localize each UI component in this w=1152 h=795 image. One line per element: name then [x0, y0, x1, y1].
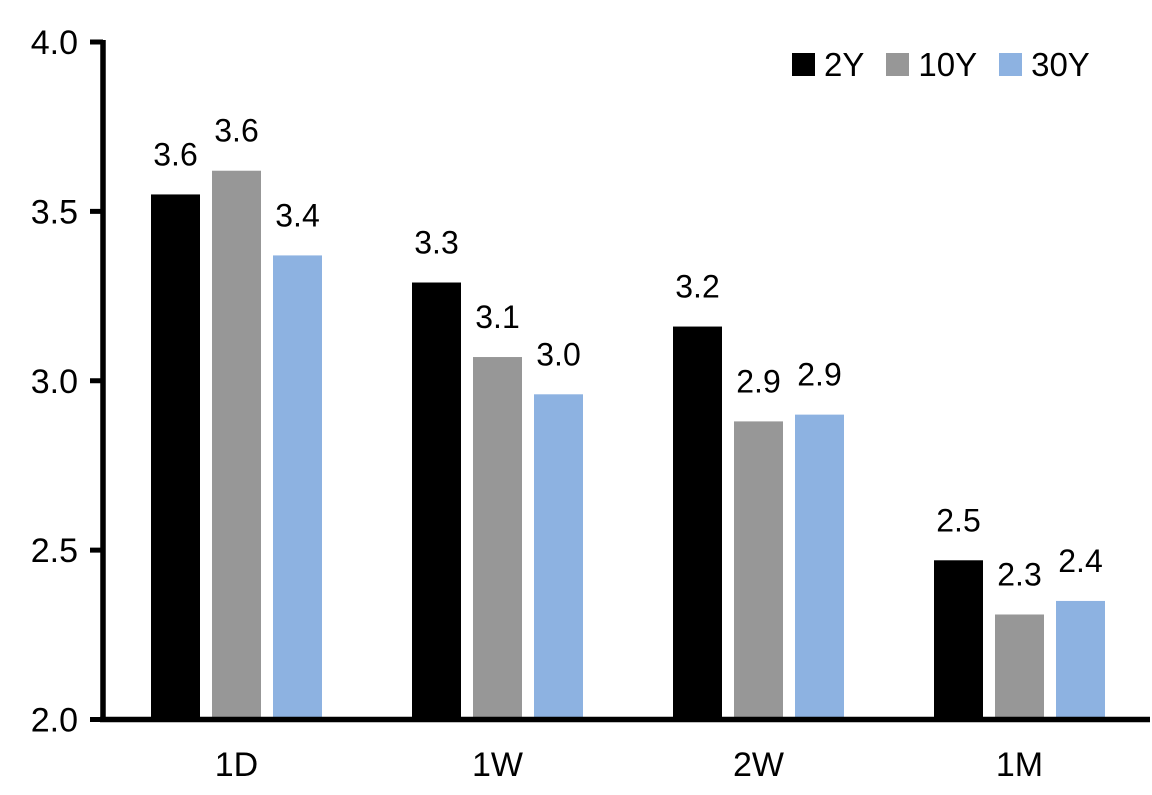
- legend-label: 10Y: [918, 46, 978, 83]
- data-label-10Y-2W: 2.9: [736, 363, 780, 399]
- legend-label: 30Y: [1031, 46, 1090, 83]
- y-tick-label: 3.0: [31, 363, 78, 401]
- data-label-2Y-1M: 2.5: [936, 502, 980, 538]
- bar-2Y-1M: [934, 560, 983, 720]
- bar-10Y-2W: [734, 421, 783, 720]
- x-category-label-1D: 1D: [215, 746, 258, 784]
- data-label-30Y-1W: 3.0: [536, 336, 580, 372]
- bar-30Y-1M: [1056, 600, 1105, 720]
- x-category-label-1M: 1M: [996, 746, 1043, 784]
- bar-10Y-1D: [212, 170, 261, 720]
- data-label-30Y-1M: 2.4: [1058, 543, 1102, 579]
- bar-10Y-1W: [473, 357, 522, 720]
- legend-item-30Y: 30Y: [999, 48, 1090, 81]
- bar-2Y-2W: [673, 326, 722, 720]
- bar-30Y-2W: [795, 414, 844, 720]
- x-category-label-1W: 1W: [472, 746, 523, 784]
- data-label-2Y-1W: 3.3: [414, 225, 458, 261]
- legend-swatch-2Y: [792, 53, 815, 76]
- bar-2Y-1W: [412, 282, 461, 720]
- data-label-10Y-1D: 3.6: [214, 113, 258, 149]
- bar-2Y-1D: [151, 194, 200, 720]
- bar-10Y-1M: [995, 614, 1044, 720]
- bar-30Y-1W: [534, 394, 583, 720]
- y-tick-label: 3.5: [31, 193, 78, 231]
- data-label-30Y-1D: 3.4: [275, 197, 319, 233]
- y-tick-label: 2.0: [31, 702, 78, 740]
- data-label-2Y-2W: 3.2: [675, 269, 719, 305]
- x-category-label-2W: 2W: [733, 746, 784, 784]
- data-label-2Y-1D: 3.6: [153, 136, 197, 172]
- legend-label: 2Y: [824, 46, 865, 83]
- data-label-30Y-2W: 2.9: [797, 357, 841, 393]
- y-tick-label: 4.0: [31, 24, 78, 62]
- legend-item-2Y: 2Y: [792, 48, 864, 81]
- data-label-10Y-1M: 2.3: [997, 556, 1041, 592]
- y-tick-label: 2.5: [31, 532, 78, 570]
- data-label-10Y-1W: 3.1: [475, 299, 519, 335]
- legend-swatch-30Y: [999, 53, 1023, 76]
- legend-swatch-10Y: [886, 53, 910, 76]
- legend-item-10Y: 10Y: [886, 48, 977, 81]
- legend: 2Y 10Y 30Y: [792, 48, 1090, 81]
- bar-30Y-1D: [273, 255, 322, 720]
